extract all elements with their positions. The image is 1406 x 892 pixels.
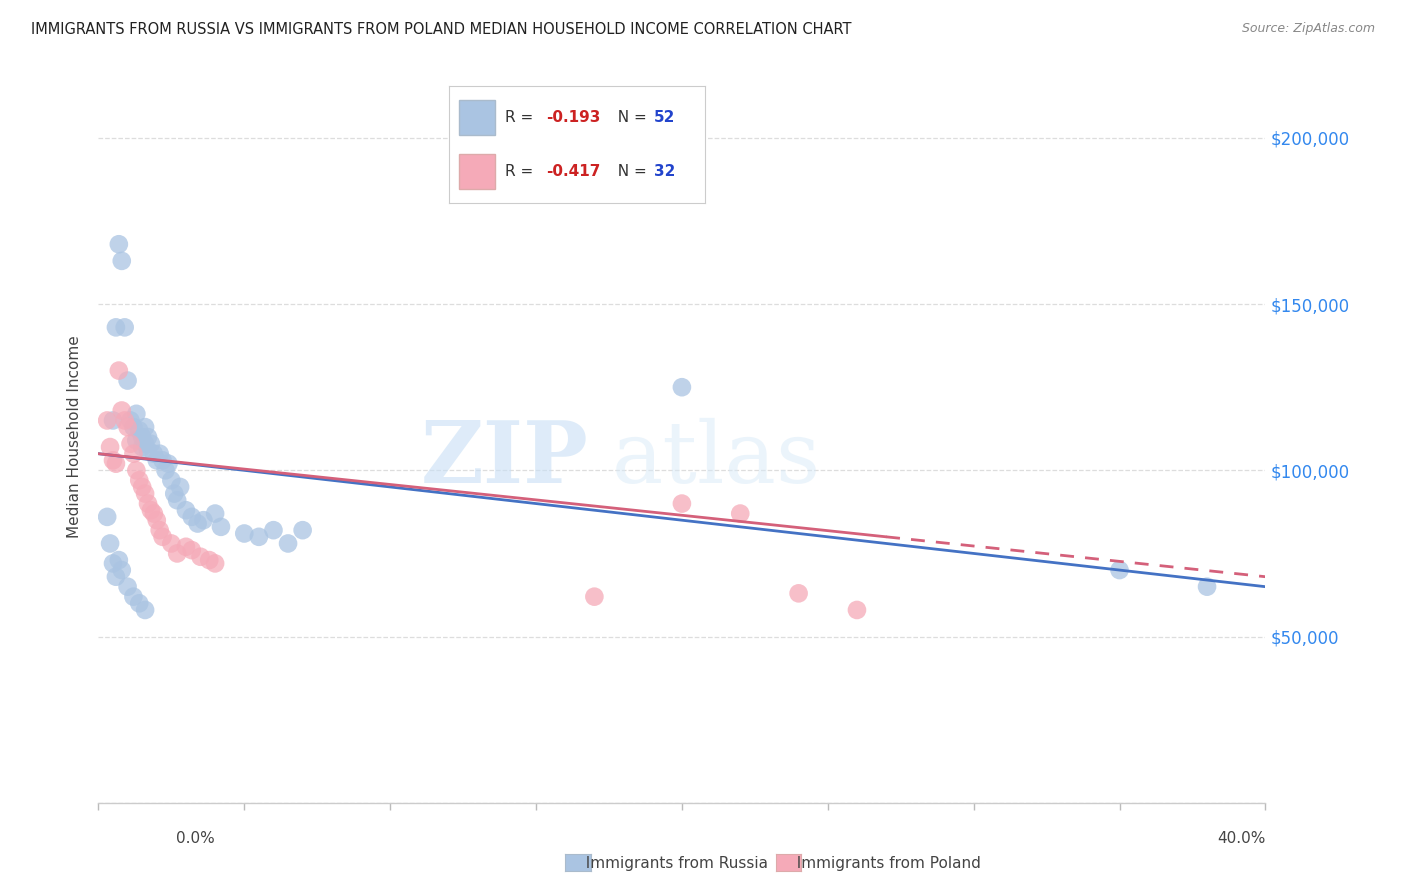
- Text: Immigrants from Russia: Immigrants from Russia: [576, 856, 769, 871]
- Point: [163, 486, 186, 500]
- Point: [247, 530, 270, 544]
- Point: [1108, 563, 1130, 577]
- Point: [139, 436, 162, 450]
- Point: [134, 603, 156, 617]
- Point: [291, 523, 314, 537]
- Point: [108, 363, 131, 377]
- Point: [122, 420, 145, 434]
- Point: [193, 513, 215, 527]
- Point: [104, 320, 127, 334]
- Point: [117, 420, 139, 434]
- Point: [98, 536, 121, 550]
- Point: [146, 453, 169, 467]
- Point: [101, 413, 124, 427]
- Point: [134, 436, 156, 450]
- Point: [125, 463, 148, 477]
- Text: Source: ZipAtlas.com: Source: ZipAtlas.com: [1241, 22, 1375, 36]
- Point: [187, 516, 209, 531]
- Point: [730, 507, 752, 521]
- Point: [160, 536, 183, 550]
- Point: [128, 424, 150, 438]
- Point: [671, 380, 693, 394]
- Point: [583, 590, 606, 604]
- Point: [1195, 580, 1218, 594]
- Point: [131, 440, 153, 454]
- Text: Immigrants from Poland: Immigrants from Poland: [787, 856, 981, 871]
- Point: [166, 493, 188, 508]
- Point: [108, 237, 131, 252]
- Text: atlas: atlas: [612, 417, 821, 500]
- Point: [128, 596, 150, 610]
- Point: [149, 447, 172, 461]
- Point: [155, 463, 177, 477]
- Point: [131, 430, 153, 444]
- Point: [96, 413, 118, 427]
- Point: [787, 586, 810, 600]
- Point: [101, 453, 124, 467]
- Text: IMMIGRANTS FROM RUSSIA VS IMMIGRANTS FROM POLAND MEDIAN HOUSEHOLD INCOME CORRELA: IMMIGRANTS FROM RUSSIA VS IMMIGRANTS FRO…: [31, 22, 852, 37]
- Point: [120, 436, 142, 450]
- Point: [152, 530, 174, 544]
- Point: [198, 553, 221, 567]
- Point: [169, 480, 191, 494]
- Point: [114, 413, 136, 427]
- Point: [134, 486, 156, 500]
- Point: [111, 563, 134, 577]
- Point: [104, 457, 127, 471]
- Point: [104, 570, 127, 584]
- Point: [125, 407, 148, 421]
- Point: [134, 420, 156, 434]
- Point: [209, 520, 232, 534]
- Point: [277, 536, 299, 550]
- Text: 40.0%: 40.0%: [1218, 831, 1265, 846]
- Point: [128, 473, 150, 487]
- Point: [149, 523, 172, 537]
- Point: [131, 480, 153, 494]
- Point: [157, 457, 180, 471]
- Point: [142, 507, 165, 521]
- Point: [166, 546, 188, 560]
- Y-axis label: Median Household Income: Median Household Income: [67, 335, 83, 539]
- Point: [180, 543, 202, 558]
- Point: [204, 507, 226, 521]
- Point: [846, 603, 869, 617]
- Point: [117, 374, 139, 388]
- Point: [174, 540, 197, 554]
- Point: [122, 447, 145, 461]
- Point: [160, 473, 183, 487]
- Point: [142, 447, 165, 461]
- Point: [122, 590, 145, 604]
- Point: [117, 580, 139, 594]
- Point: [136, 497, 159, 511]
- Point: [233, 526, 256, 541]
- Point: [262, 523, 284, 537]
- Point: [114, 320, 136, 334]
- Point: [190, 549, 212, 564]
- Point: [98, 440, 121, 454]
- Point: [180, 509, 202, 524]
- Point: [101, 557, 124, 571]
- Point: [125, 434, 148, 448]
- Point: [120, 413, 142, 427]
- Point: [139, 503, 162, 517]
- Point: [108, 553, 131, 567]
- Point: [111, 403, 134, 417]
- Point: [136, 430, 159, 444]
- Point: [96, 509, 118, 524]
- Point: [146, 513, 169, 527]
- Point: [174, 503, 197, 517]
- Point: [136, 443, 159, 458]
- Point: [671, 497, 693, 511]
- Text: ZIP: ZIP: [420, 417, 589, 501]
- Point: [111, 253, 134, 268]
- Point: [152, 453, 174, 467]
- Point: [204, 557, 226, 571]
- Text: 0.0%: 0.0%: [176, 831, 215, 846]
